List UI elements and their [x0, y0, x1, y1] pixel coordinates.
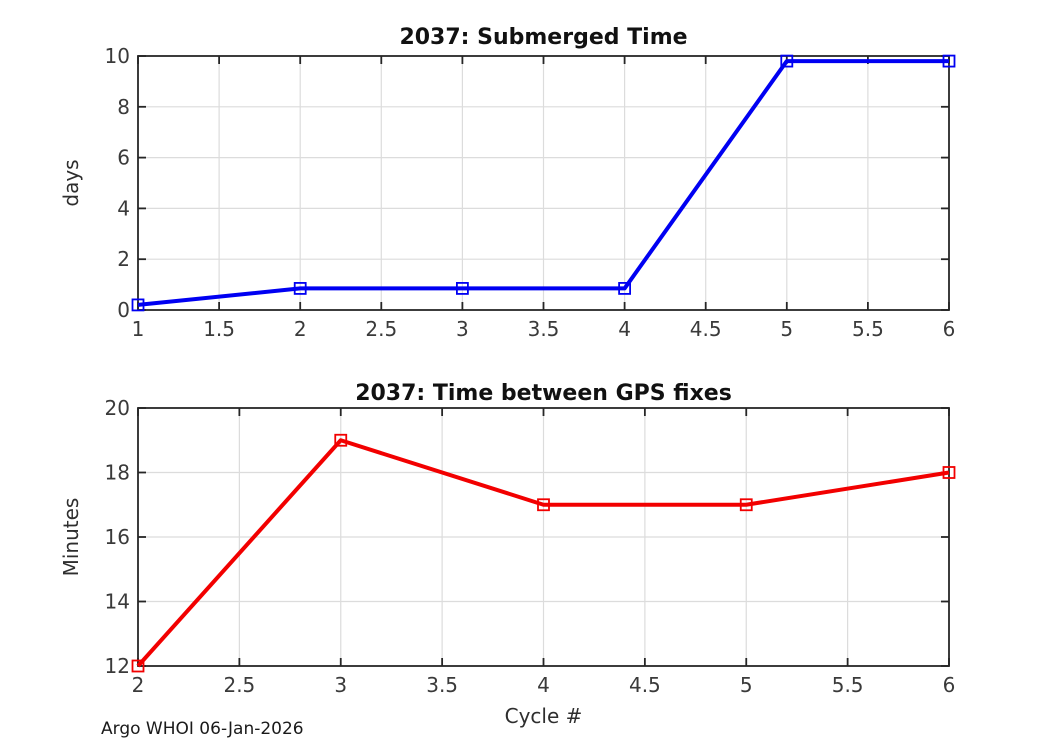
chart-title: 2037: Submerged Time: [399, 25, 687, 50]
x-tick-label: 3.5: [528, 317, 560, 341]
y-tick-label: 20: [105, 396, 130, 420]
data-point-marker: [942, 466, 956, 479]
x-tick-label: 4: [537, 673, 550, 697]
y-tick-label: 6: [117, 146, 130, 170]
x-tick-label: 3: [456, 317, 469, 341]
data-line: [137, 59, 949, 307]
y-axis-label: Minutes: [59, 498, 83, 577]
x-tick-label: 5.5: [852, 317, 884, 341]
y-tick-label: 16: [105, 525, 130, 549]
x-tick-label: 2.5: [365, 317, 397, 341]
data-line: [136, 438, 950, 668]
x-tick-label: 5.5: [832, 673, 864, 697]
gps-fix-interval-chart: 2 2.5 3 3.5 4 4.5 5 5.5 6 12 14 16 18 20 2037: Time be…: [59, 381, 956, 728]
y-tick-label: 4: [117, 196, 130, 220]
x-tick-label: 4.5: [690, 317, 722, 341]
x-tick-label: 6: [943, 317, 956, 341]
x-tick-label: 2: [294, 317, 307, 341]
y-tick-label: 14: [105, 590, 130, 614]
y-axis-label: days: [59, 159, 83, 206]
data-point-marker: [942, 54, 956, 68]
data-point-marker: [618, 282, 631, 295]
footer-credit: Argo WHOI 06-Jan-2026: [101, 719, 304, 739]
data-point-marker: [131, 298, 145, 312]
data-point-marker: [334, 433, 348, 447]
submerged-time-chart: 1 1.5 2 2.5 3 3.5 4 4.5 5 5.5 6 0 2 4 6 8 10 2037: Submer…: [59, 25, 956, 341]
data-point-marker: [131, 659, 145, 673]
data-point-marker: [293, 282, 307, 295]
x-tick-label: 5: [780, 317, 793, 341]
x-axis-label: Cycle #: [505, 704, 583, 728]
x-tick-label: 3.5: [426, 673, 458, 697]
x-tick-label: 2.5: [223, 673, 255, 697]
x-tick-label: 6: [943, 673, 956, 697]
y-tick-label: 2: [117, 247, 130, 271]
x-tick-label: 1.5: [203, 317, 235, 341]
y-tick-label: 10: [105, 44, 130, 68]
x-tick-label: 2: [132, 673, 145, 697]
y-tick-label: 18: [105, 461, 130, 485]
data-point-marker: [537, 498, 550, 512]
y-tick-label: 12: [105, 654, 130, 678]
x-tick-label: 1: [132, 317, 145, 341]
y-tick-label: 8: [117, 95, 130, 119]
data-point-marker: [780, 54, 794, 68]
x-tick-label: 4: [618, 317, 631, 341]
data-point-marker: [455, 282, 469, 295]
data-point-marker: [739, 498, 753, 512]
chart-title: 2037: Time between GPS fixes: [355, 381, 732, 406]
x-tick-label: 4.5: [629, 673, 661, 697]
x-tick-label: 5: [740, 673, 753, 697]
x-tick-label: 3: [334, 673, 347, 697]
y-tick-label: 0: [117, 298, 130, 322]
